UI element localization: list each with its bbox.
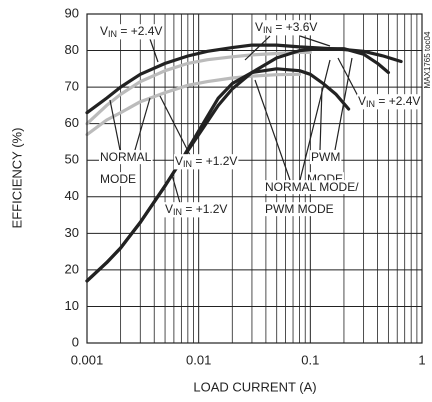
leader [149, 38, 159, 63]
y-tick-label: 10 [65, 298, 79, 313]
text-part: PWM [311, 150, 340, 164]
subscript: IN [366, 99, 375, 109]
leader [254, 79, 291, 181]
label-background [264, 202, 335, 217]
label-background [174, 154, 239, 170]
label-background [164, 202, 229, 218]
text-part: NORMAL MODE/ [265, 180, 359, 194]
label-background [264, 180, 361, 195]
annotation-text: VIN = +2.4V [358, 94, 420, 109]
text-part: = +1.2V [182, 202, 227, 216]
leader-lines [109, 35, 361, 204]
y-tick-label: 20 [65, 261, 79, 276]
annotation: PWM [310, 150, 342, 165]
annotation: MODE [99, 172, 137, 187]
y-tick-label: 70 [65, 79, 79, 94]
annotation: VIN = +3.6V [254, 20, 319, 36]
subscript: IN [263, 25, 272, 35]
label-background [310, 150, 342, 165]
annotation-text: VIN = +3.6V [255, 20, 317, 35]
text-part: = +3.6V [272, 20, 317, 34]
x-tick-label: 0.001 [71, 352, 104, 367]
text-part: V [255, 20, 263, 34]
text-part: = +1.2V [192, 154, 237, 168]
leader [299, 35, 331, 47]
label-background [357, 94, 422, 110]
subscript: IN [108, 29, 117, 39]
annotation-text: PWM MODE [265, 202, 334, 216]
annotation: NORMAL MODE/ [264, 180, 361, 195]
y-tick-label: 40 [65, 188, 79, 203]
label-background [99, 150, 153, 165]
text-part: V [358, 94, 366, 108]
y-tick-label: 80 [65, 42, 79, 57]
text-part: MODE [100, 172, 136, 186]
leader [244, 35, 271, 61]
leader [334, 57, 353, 151]
label-background [99, 172, 137, 187]
curves [85, 43, 403, 283]
y-axis-label: EFFICIENCY (%) [9, 128, 24, 229]
annotation: VIN = +2.4V [357, 94, 422, 110]
series-line [85, 43, 403, 115]
annotation-text: VIN = +2.4V [100, 24, 162, 39]
text-part: V [175, 154, 183, 168]
leader [134, 97, 151, 151]
annotation: PWM MODE [264, 202, 335, 217]
annotation-text: VIN = +1.2V [165, 202, 227, 217]
label-background [254, 20, 319, 36]
annotation-text: NORMAL [100, 150, 152, 164]
x-tick-label: 1 [418, 352, 425, 367]
y-tick-label: 50 [65, 152, 79, 167]
annotation: VIN = +2.4V [99, 24, 164, 40]
label-background [99, 24, 164, 40]
leader [299, 59, 331, 181]
text-part: NORMAL [100, 150, 152, 164]
leader [159, 95, 191, 156]
leader [319, 87, 323, 151]
y-tick-label: 90 [65, 5, 79, 20]
x-axis-label: LOAD CURRENT (A) [193, 379, 316, 394]
y-tick-label: 60 [65, 115, 79, 130]
y-tick-label: 30 [65, 225, 79, 240]
text-part: V [100, 24, 108, 38]
annotation-text: VIN = +1.2V [175, 154, 237, 169]
x-tick-label: 0.01 [186, 352, 211, 367]
leader [109, 99, 121, 151]
text-part: PWM MODE [265, 202, 334, 216]
x-tick-label: 0.1 [301, 352, 319, 367]
text-part: = +2.4V [375, 94, 420, 108]
subscript: IN [183, 159, 192, 169]
series-line [85, 50, 312, 126]
series-line [85, 72, 302, 137]
annotation-text: PWM [311, 150, 340, 164]
annotation-text: MODE [100, 172, 136, 186]
figure-code: MAX1765 toc04 [423, 31, 432, 88]
text-part: = +2.4V [117, 24, 162, 38]
leader [337, 57, 361, 101]
y-tick-label: 0 [72, 334, 79, 349]
annotation: VIN = +1.2V [174, 154, 239, 170]
text-part: V [165, 202, 173, 216]
leader [171, 174, 181, 204]
plot-frame [86, 13, 423, 344]
annotation: NORMAL [99, 150, 153, 165]
subscript: IN [173, 207, 182, 217]
annotation: VIN = +1.2V [164, 202, 229, 218]
annotation-text: NORMAL MODE/ [265, 180, 359, 194]
